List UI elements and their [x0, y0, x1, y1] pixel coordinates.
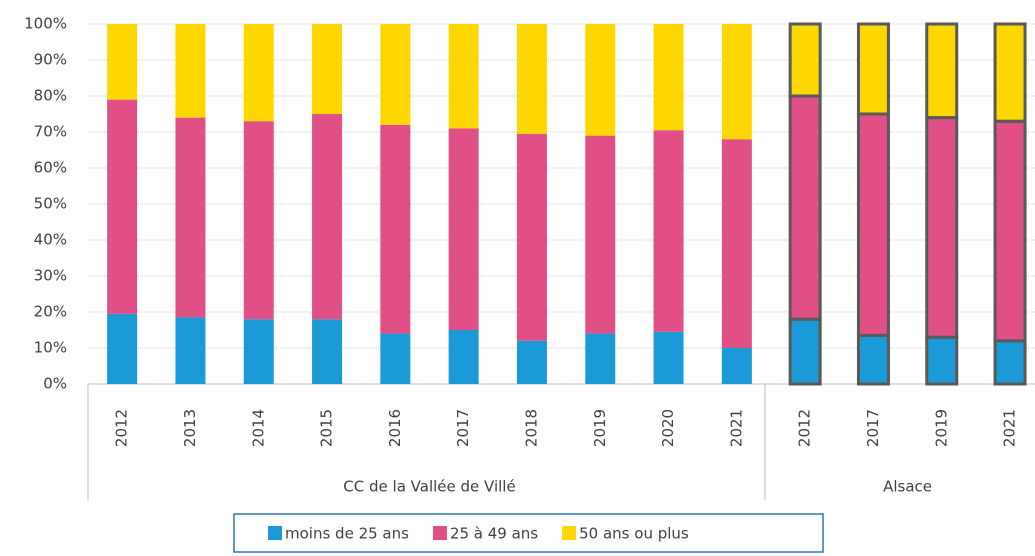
- bar-segment: [856, 333, 890, 386]
- y-tick-label: 70%: [34, 123, 67, 141]
- y-tick-label: 30%: [34, 267, 67, 285]
- y-tick-label: 0%: [43, 375, 67, 393]
- bar-segment: [107, 313, 138, 384]
- bar-segment: [653, 24, 684, 131]
- bar-segment: [585, 24, 616, 136]
- legend-swatch: [432, 526, 447, 540]
- bar-segment: [380, 333, 411, 384]
- bar-segment: [175, 24, 206, 118]
- bar-segment: [243, 24, 274, 122]
- bar-segment: [925, 22, 959, 120]
- legend-label: 50 ans ou plus: [579, 525, 689, 543]
- bar-segment: [312, 319, 343, 384]
- bar-segment: [448, 128, 479, 330]
- y-tick-label: 60%: [34, 159, 67, 177]
- bar-segment: [925, 116, 959, 339]
- x-tick-label: 2020: [659, 409, 677, 447]
- bar-segment: [516, 24, 547, 134]
- bar-segment: [516, 133, 547, 341]
- legend-label: 25 à 49 ans: [450, 525, 538, 543]
- y-tick-label: 20%: [34, 303, 67, 321]
- bar-segment: [380, 24, 411, 125]
- bar-segment: [448, 24, 479, 129]
- bar-segment: [856, 22, 890, 116]
- bar-segment: [175, 317, 206, 384]
- y-tick-label: 90%: [34, 51, 67, 69]
- group-label: Alsace: [883, 478, 932, 496]
- x-tick-label: 2012: [113, 409, 131, 447]
- bar-segment: [993, 119, 1027, 343]
- bar-segment: [312, 114, 343, 320]
- bar-segment: [788, 94, 822, 321]
- bar-segment: [516, 340, 547, 384]
- legend-box: [233, 513, 824, 553]
- bar-segment: [993, 22, 1027, 123]
- legend-swatch: [562, 526, 577, 540]
- bar-segment: [380, 124, 411, 334]
- x-tick-label: 2019: [932, 409, 950, 447]
- x-tick-label: 2021: [727, 409, 745, 447]
- bar-segment: [107, 24, 138, 100]
- y-tick-label: 100%: [24, 15, 67, 33]
- x-tick-label: 2013: [181, 409, 199, 447]
- y-tick-label: 80%: [34, 87, 67, 105]
- legend-label: moins de 25 ans: [285, 525, 409, 543]
- bar-segment: [175, 117, 206, 318]
- bar-segment: [312, 24, 343, 114]
- y-tick-label: 50%: [34, 195, 67, 213]
- bar-segment: [243, 319, 274, 384]
- bar-segment: [243, 121, 274, 320]
- y-tick-label: 10%: [34, 339, 67, 357]
- bar-segment: [721, 24, 752, 140]
- bar-segment: [721, 348, 752, 384]
- bar-segment: [653, 331, 684, 384]
- x-tick-label: 2015: [318, 409, 336, 447]
- bar-segment: [721, 139, 752, 348]
- legend-swatch: [268, 526, 282, 540]
- bar-segment: [448, 330, 479, 384]
- bar-segment: [925, 335, 959, 386]
- x-tick-label: 2019: [591, 409, 609, 447]
- bar-segment: [585, 135, 616, 334]
- legend: moins de 25 ans 25 à 49 ans 50 ans ou plus: [233, 513, 824, 553]
- bar-segment: [653, 130, 684, 332]
- bar-segment: [993, 339, 1027, 386]
- group-label: CC de la Vallée de Villé: [343, 478, 515, 496]
- x-tick-label: 2018: [522, 409, 540, 447]
- x-tick-label: 2021: [1001, 409, 1019, 447]
- x-tick-label: 2017: [864, 409, 882, 447]
- x-tick-label: 2017: [454, 409, 472, 447]
- bar-segment: [856, 112, 890, 337]
- x-tick-label: 2014: [249, 409, 267, 447]
- y-tick-label: 40%: [34, 231, 67, 249]
- x-tick-label: 2016: [386, 409, 404, 447]
- bar-segment: [107, 99, 138, 314]
- bar-segment: [788, 22, 822, 98]
- x-tick-label: 2012: [796, 409, 814, 447]
- bar-segment: [788, 317, 822, 386]
- bar-segment: [585, 333, 616, 384]
